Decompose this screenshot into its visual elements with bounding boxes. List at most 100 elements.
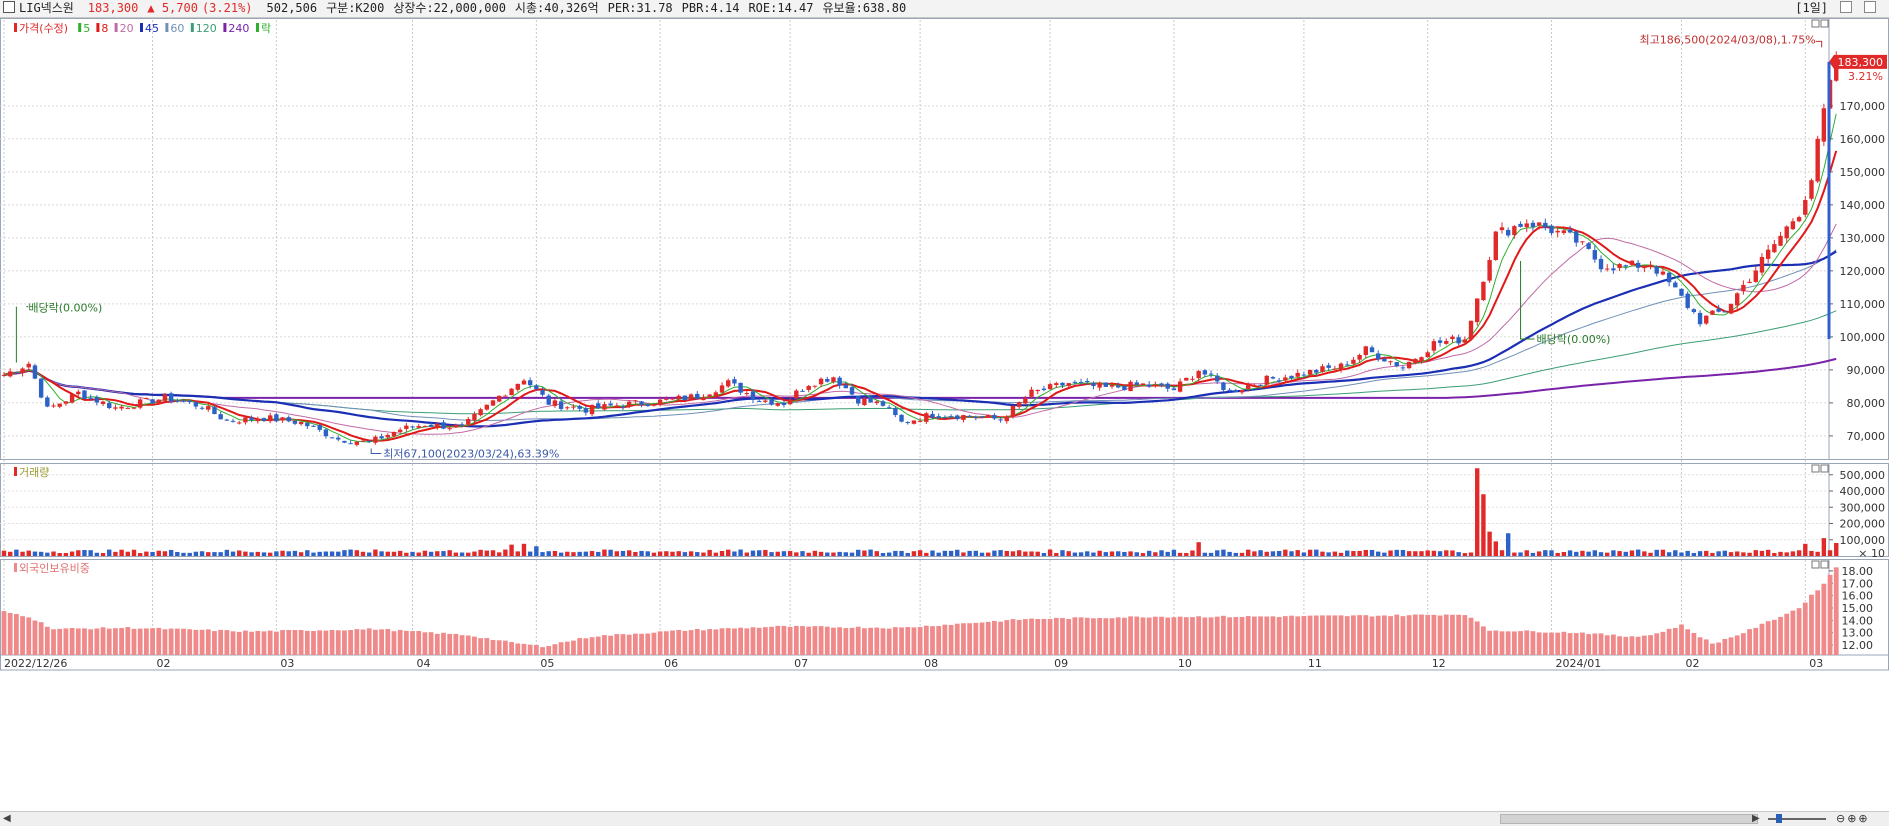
x-tick-label: 02 [157,657,171,670]
scroll-thumb[interactable] [1500,814,1758,824]
volume-bar [230,551,236,556]
zoom-icons[interactable]: ⊖⊕⊕ [1836,812,1870,825]
candle-body [626,401,632,407]
foreign-ratio-bar [1481,626,1486,655]
foreign-ratio-bar [1784,613,1790,655]
volume-bar [1574,551,1579,556]
stock-name[interactable]: LIG넥스원 [19,1,74,15]
foreign-ratio-bar [1010,619,1016,655]
close-icon[interactable] [1864,1,1876,13]
scroll-right-icon[interactable]: ▶ [1752,813,1760,824]
foreign-ratio-bar [1580,632,1585,655]
volume-bar [825,552,830,556]
candle-body [1245,385,1251,389]
candle-body [224,419,230,421]
volume-bar [224,549,230,556]
foreign-ratio-bar [137,628,143,655]
foreign-ratio-bar [979,622,985,655]
foreign-ratio-bar [992,620,997,655]
candle-body [738,382,743,393]
candle-body [311,425,316,427]
candle-body [1351,359,1356,364]
candle-body [1227,389,1232,391]
candle-body [1060,382,1065,386]
volume-bar [509,544,514,556]
volume-bar [1499,550,1505,556]
volume-bar [137,553,143,556]
candle-body [676,395,681,400]
volume-bar [1128,551,1133,556]
volume-bar [385,551,390,556]
volume-bar [199,551,205,556]
volume-bar [880,552,886,556]
restore-icon[interactable] [1840,1,1852,13]
candle-body [670,398,675,400]
volume-bar [1252,551,1257,556]
foreign-ratio-bar [1369,616,1375,655]
foreign-ratio-bar [564,641,570,655]
volume-bar [1227,551,1232,556]
candle-body [1109,384,1115,387]
foreign-ratio-bar [1381,615,1387,655]
price-chart-panels[interactable]: 2022/12/26 02 03 04 05 06 07 08 09 10 11 12 2024/01 0… [0,18,1889,811]
volume-bar [1314,549,1319,556]
legend-label: 60 [170,22,184,35]
candle-body [1184,377,1189,381]
candle-body [267,415,273,422]
candle-body [1264,375,1269,385]
legend-label: 8 [101,22,108,35]
candle-body [917,420,923,422]
candle-body [385,435,390,438]
candle-body [1493,231,1498,260]
zoom-slider[interactable] [1768,812,1828,826]
volume-bar [1697,551,1703,556]
horizontal-scrollbar[interactable]: ◀ ▶ ⊖⊕⊕ [0,811,1889,826]
candle-body [979,416,985,418]
candle-body [1171,388,1177,391]
candle-body [1066,383,1071,386]
foreign-ratio-bar [892,627,898,655]
foreign-ratio-bar [694,628,700,655]
volume-bar [107,549,112,556]
foreign-ratio-bar [1239,616,1245,655]
volume-bar [1586,551,1591,556]
candle-body [1338,363,1344,370]
candle-body [119,406,124,409]
foreign-ratio-bar [781,625,787,655]
candle-body [45,397,50,407]
period-selector[interactable]: [1일] [1795,1,1828,15]
volume-bar [868,549,873,556]
foreign-ratio-bar [156,627,162,655]
foreign-ratio-bar [1004,620,1010,655]
volume-bar [1778,551,1783,556]
candle-body [1747,281,1752,284]
foreign-ratio-bar [1406,615,1412,655]
scroll-left-icon[interactable]: ◀ [3,813,11,824]
volume-bar [255,551,260,556]
candle-body [397,429,403,432]
volume-bar [1146,550,1152,556]
candle-body [1444,340,1449,344]
foreign-ratio-bar [1072,617,1078,655]
volume-bar [1196,542,1201,556]
stock-select-checkbox[interactable] [3,1,15,13]
foreign-ratio-bar [131,628,137,655]
foreign-ratio-bar [1016,619,1022,655]
volume-bar [1276,551,1282,556]
foreign-ratio-bar [1109,618,1115,655]
volume-bar [707,549,712,556]
candle-body [787,399,793,405]
candle-body [230,420,236,422]
volume-bar [1270,551,1276,556]
volume-bar [1134,552,1139,556]
volume-bar [1549,550,1554,556]
foreign-ratio-bar [106,628,112,655]
volume-bar [917,550,923,556]
volume-bar [1475,468,1480,556]
candle-body [1388,361,1393,363]
candle-body [534,385,539,389]
candle-body [620,406,626,408]
candle-body [905,422,910,424]
volume-bar [1518,552,1523,556]
foreign-ratio-bar [732,628,737,655]
